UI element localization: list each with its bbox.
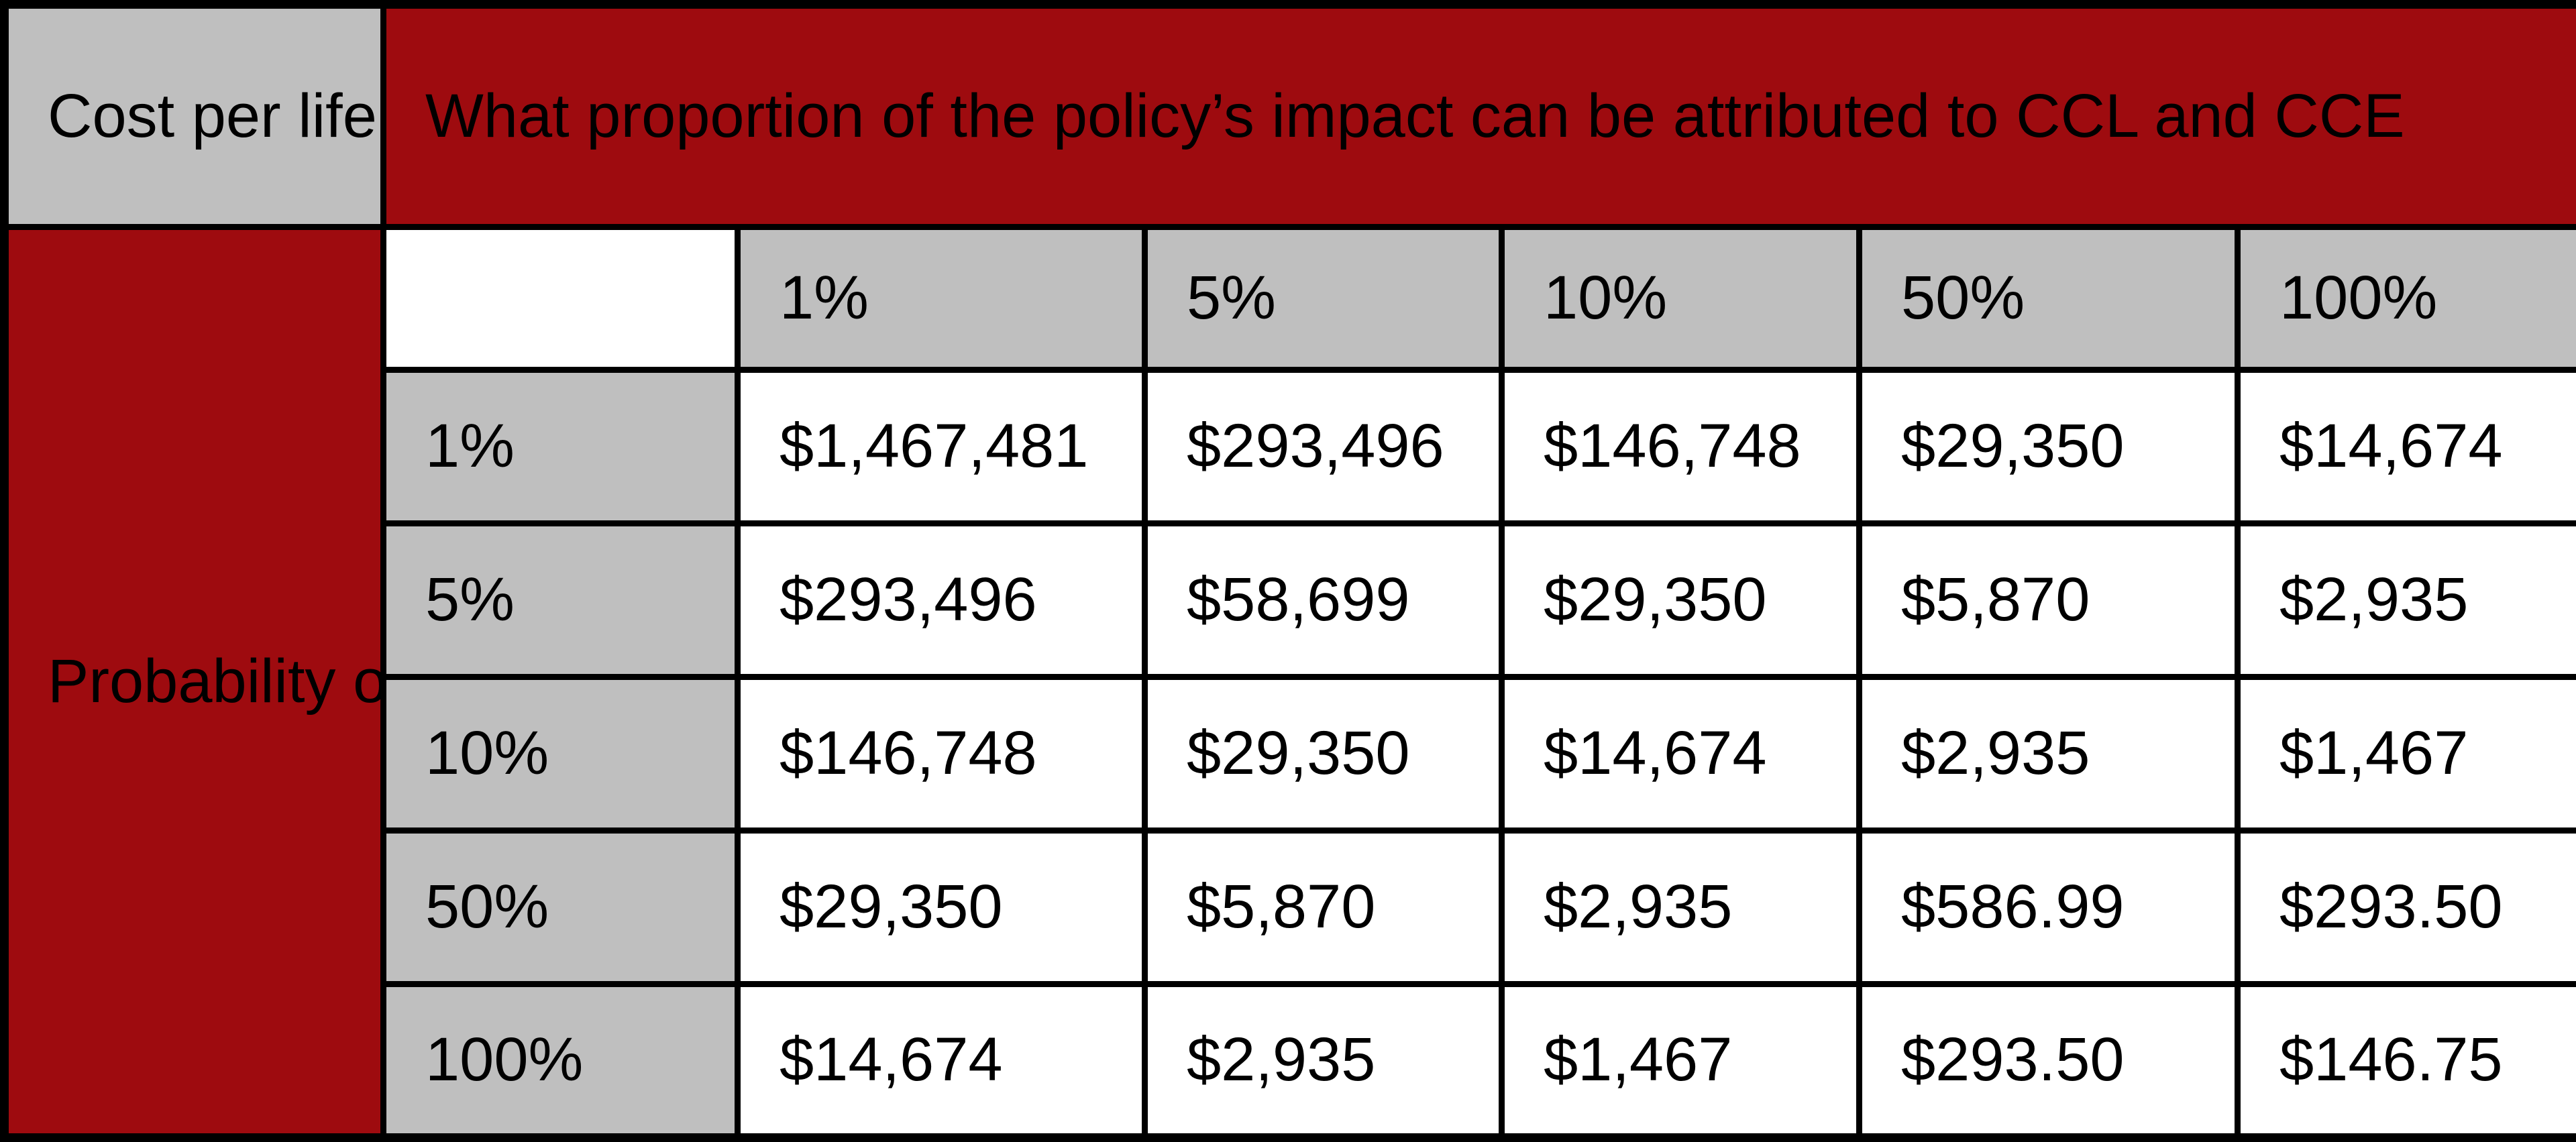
value-cell: $293,496: [1142, 366, 1505, 526]
value-cell: $29,350: [1856, 366, 2241, 526]
value-cell: $146,748: [735, 673, 1148, 834]
value-cell: $29,350: [1142, 673, 1505, 834]
column-header-row: Probability of success 1% 5% 10% 50% 100…: [1, 223, 2576, 1141]
column-header-10pct: 10%: [1499, 223, 1862, 373]
table-row: 100% $14,674 $2,935 $1,467 $293.50 $146.…: [5, 980, 2576, 1141]
column-header-50pct: 50%: [1856, 223, 2241, 373]
row-axis-title: Probability of success: [1, 223, 386, 1141]
value-cell: $29,350: [735, 827, 1148, 987]
blank-corner-cell: [380, 223, 741, 373]
row-header-50pct: 50%: [380, 827, 741, 987]
value-cell: $146,748: [1499, 366, 1862, 526]
value-cell: $293.50: [1856, 980, 2241, 1141]
table-row: 50% $29,350 $5,870 $2,935 $586.99 $293.5…: [5, 827, 2576, 987]
column-header-100pct: 100%: [2234, 223, 2576, 373]
row-header-5pct: 5%: [380, 520, 741, 680]
row-header-1pct: 1%: [380, 366, 741, 526]
table-row: 1% $1,467,481 $293,496 $146,748 $29,350 …: [5, 366, 2576, 526]
column-header-1pct: 1%: [735, 223, 1148, 373]
value-cell: $1,467: [1499, 980, 1862, 1141]
row-header-100pct: 100%: [380, 980, 741, 1141]
value-cell: $1,467: [2234, 673, 2576, 834]
value-cell: $5,870: [1142, 827, 1505, 987]
value-cell: $146.75: [2234, 980, 2576, 1141]
column-axis-title: What proportion of the policy’s impact c…: [380, 1, 2576, 230]
value-cell: $2,935: [2234, 520, 2576, 680]
value-cell: $29,350: [1499, 520, 1862, 680]
table-row: 10% $146,748 $29,350 $14,674 $2,935 $1,4…: [5, 673, 2576, 834]
value-cell: $2,935: [1499, 827, 1862, 987]
header-row: Cost per life saved What proportion of t…: [1, 1, 2576, 230]
table-row: 5% $293,496 $58,699 $29,350 $5,870 $2,93…: [5, 520, 2576, 680]
value-cell: $293,496: [735, 520, 1148, 680]
column-header-5pct: 5%: [1142, 223, 1505, 373]
value-cell: $58,699: [1142, 520, 1505, 680]
corner-axis-label: Cost per life saved: [1, 1, 386, 230]
value-cell: $14,674: [735, 980, 1148, 1141]
value-cell: $2,935: [1142, 980, 1505, 1141]
value-cell: $586.99: [1856, 827, 2241, 987]
value-cell: $14,674: [1499, 673, 1862, 834]
value-cell: $1,467,481: [735, 366, 1148, 526]
value-cell: $5,870: [1856, 520, 2241, 680]
row-header-10pct: 10%: [380, 673, 741, 834]
value-cell: $293.50: [2234, 827, 2576, 987]
value-cell: $14,674: [2234, 366, 2576, 526]
value-cell: $2,935: [1856, 673, 2241, 834]
